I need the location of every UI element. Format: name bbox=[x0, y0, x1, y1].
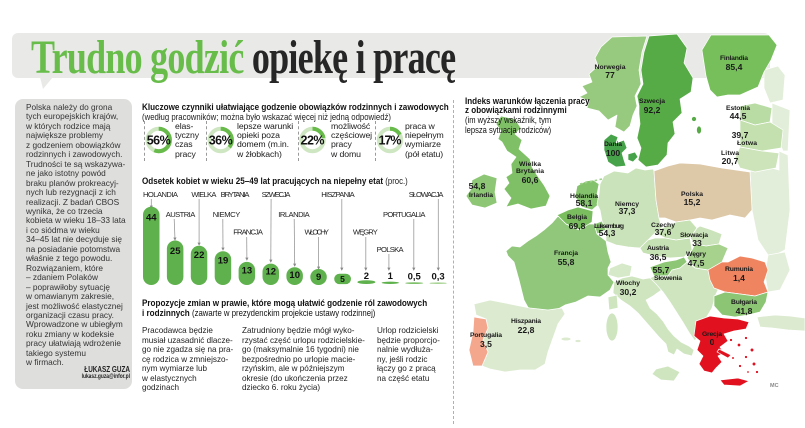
svg-text:9: 9 bbox=[316, 272, 321, 283]
svg-text:47,5: 47,5 bbox=[688, 258, 705, 268]
svg-text:10: 10 bbox=[289, 270, 300, 281]
svg-text:HOLANDIA: HOLANDIA bbox=[143, 190, 179, 199]
svg-text:HISZPANIA: HISZPANIA bbox=[321, 190, 355, 199]
svg-text:Irlandia: Irlandia bbox=[469, 192, 493, 199]
svg-text:55,8: 55,8 bbox=[558, 257, 575, 267]
svg-text:Rumunia: Rumunia bbox=[725, 266, 753, 273]
svg-text:44: 44 bbox=[146, 213, 157, 224]
svg-text:PORTUGALIA: PORTUGALIA bbox=[383, 210, 426, 219]
svg-text:0,3: 0,3 bbox=[431, 271, 444, 282]
svg-text:AUSTRIA: AUSTRIA bbox=[166, 210, 197, 219]
svg-text:Brytania: Brytania bbox=[516, 168, 544, 175]
svg-text:55,7: 55,7 bbox=[653, 265, 670, 275]
svg-text:BRYTANIA: BRYTANIA bbox=[221, 190, 251, 199]
svg-text:Polska: Polska bbox=[681, 191, 703, 198]
svg-text:Słowacja: Słowacja bbox=[680, 232, 708, 239]
svg-text:WĘGRY: WĘGRY bbox=[353, 228, 378, 237]
svg-text:Włochy: Włochy bbox=[616, 280, 640, 287]
svg-text:1: 1 bbox=[388, 271, 394, 282]
svg-text:54,8: 54,8 bbox=[469, 181, 486, 191]
svg-text:36,5: 36,5 bbox=[650, 252, 667, 262]
svg-text:17%: 17% bbox=[379, 134, 402, 148]
svg-text:12: 12 bbox=[266, 267, 277, 278]
svg-text:25: 25 bbox=[170, 246, 181, 257]
svg-text:36%: 36% bbox=[209, 134, 233, 148]
svg-text:NIEMCY: NIEMCY bbox=[213, 210, 241, 219]
svg-text:Hiszpania: Hiszpania bbox=[511, 318, 541, 325]
svg-text:Grecja: Grecja bbox=[702, 331, 722, 338]
svg-text:Węgry: Węgry bbox=[686, 251, 706, 258]
svg-text:3,5: 3,5 bbox=[480, 339, 492, 349]
svg-text:Łotwa: Łotwa bbox=[737, 140, 757, 147]
svg-text:Czechy: Czechy bbox=[651, 222, 675, 229]
svg-text:37,3: 37,3 bbox=[619, 206, 636, 216]
svg-text:58,1: 58,1 bbox=[576, 198, 593, 208]
svg-text:15,2: 15,2 bbox=[684, 197, 701, 207]
svg-text:2: 2 bbox=[364, 271, 369, 282]
svg-text:19: 19 bbox=[218, 256, 229, 267]
svg-text:77: 77 bbox=[605, 70, 615, 80]
svg-text:5: 5 bbox=[340, 274, 345, 284]
svg-text:69,8: 69,8 bbox=[569, 221, 586, 231]
svg-text:0,5: 0,5 bbox=[408, 271, 422, 282]
svg-text:85,4: 85,4 bbox=[726, 62, 743, 72]
svg-text:WŁOCHY: WŁOCHY bbox=[305, 228, 330, 237]
svg-text:0: 0 bbox=[710, 337, 715, 347]
svg-text:Norwegia: Norwegia bbox=[595, 64, 626, 71]
svg-text:22,8: 22,8 bbox=[518, 325, 535, 335]
svg-text:Luksemburg: Luksemburg bbox=[594, 223, 624, 230]
svg-text:Słowenia: Słowenia bbox=[654, 275, 682, 282]
svg-text:Litwa: Litwa bbox=[721, 150, 739, 157]
svg-text:IRLANDIA: IRLANDIA bbox=[278, 210, 310, 219]
svg-text:SZWECJA: SZWECJA bbox=[262, 190, 292, 199]
svg-text:13: 13 bbox=[242, 266, 253, 277]
svg-text:WIELKA: WIELKA bbox=[191, 190, 217, 199]
svg-text:30,2: 30,2 bbox=[620, 287, 637, 297]
svg-text:54,3: 54,3 bbox=[599, 228, 616, 238]
svg-text:Niemcy: Niemcy bbox=[615, 201, 639, 208]
svg-text:92,2: 92,2 bbox=[644, 105, 661, 115]
svg-text:Wielka: Wielka bbox=[519, 161, 541, 168]
svg-text:Francja: Francja bbox=[554, 250, 578, 257]
svg-text:22: 22 bbox=[194, 250, 205, 261]
svg-text:41,8: 41,8 bbox=[736, 306, 753, 316]
svg-text:Holandia: Holandia bbox=[570, 193, 598, 200]
svg-text:56%: 56% bbox=[147, 134, 171, 148]
svg-text:POLSKA: POLSKA bbox=[377, 245, 405, 254]
svg-text:Austria: Austria bbox=[647, 245, 669, 252]
svg-text:Finlandia: Finlandia bbox=[720, 55, 748, 62]
svg-text:100: 100 bbox=[606, 148, 621, 158]
svg-text:Estonia: Estonia bbox=[726, 105, 750, 112]
svg-text:Dania: Dania bbox=[604, 141, 622, 148]
svg-text:44,5: 44,5 bbox=[730, 111, 747, 121]
svg-text:Portugalia: Portugalia bbox=[470, 332, 502, 339]
svg-text:22%: 22% bbox=[301, 134, 325, 148]
svg-text:Belgia: Belgia bbox=[567, 214, 587, 221]
svg-text:SŁOWACJA: SŁOWACJA bbox=[409, 190, 445, 199]
svg-text:1,4: 1,4 bbox=[733, 273, 745, 283]
svg-text:FRANCJA: FRANCJA bbox=[233, 228, 264, 237]
svg-text:Bułgaria: Bułgaria bbox=[731, 299, 757, 306]
svg-text:60,6: 60,6 bbox=[522, 175, 539, 185]
svg-text:37,6: 37,6 bbox=[655, 227, 672, 237]
svg-text:39,7: 39,7 bbox=[732, 130, 749, 140]
svg-text:20,7: 20,7 bbox=[722, 156, 739, 166]
svg-text:Szwecja: Szwecja bbox=[639, 98, 665, 105]
svg-text:33: 33 bbox=[692, 238, 702, 248]
